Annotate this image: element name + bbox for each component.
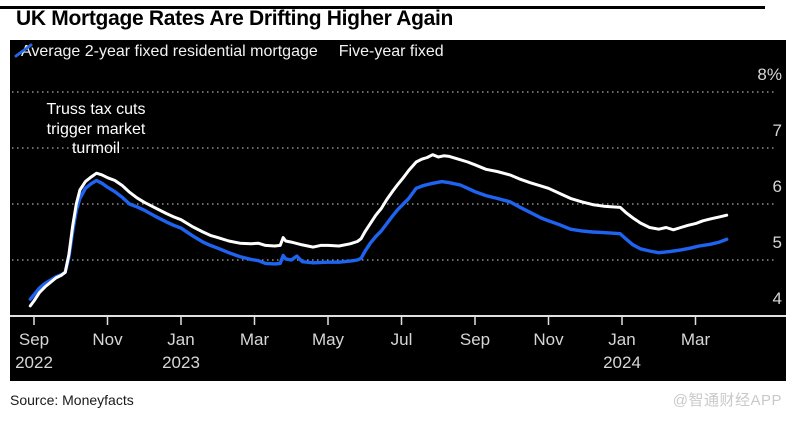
annotation-line-1: Truss tax cuts bbox=[46, 101, 146, 118]
legend-item-5yr: Five-year fixed bbox=[14, 43, 444, 61]
svg-text:6: 6 bbox=[773, 177, 782, 196]
svg-text:Mar: Mar bbox=[681, 330, 711, 349]
svg-text:2023: 2023 bbox=[162, 353, 200, 372]
svg-text:Nov: Nov bbox=[92, 330, 123, 349]
annotation-line-2: trigger market bbox=[46, 120, 146, 138]
chart-panel: Average 2-year fixed residential mortgag… bbox=[10, 40, 786, 381]
svg-text:Jan: Jan bbox=[167, 330, 194, 349]
svg-text:Sep: Sep bbox=[19, 330, 49, 349]
top-rule bbox=[0, 6, 765, 9]
legend-item-2yr: Average 2-year fixed residential mortgag… bbox=[14, 43, 318, 61]
svg-text:8%: 8% bbox=[757, 65, 782, 84]
svg-text:Jul: Jul bbox=[391, 330, 413, 349]
svg-text:Jan: Jan bbox=[608, 330, 635, 349]
blue-line-sample-icon bbox=[14, 43, 33, 58]
chart-legend: Average 2-year fixed residential mortgag… bbox=[14, 43, 444, 61]
truss-annotation: Truss tax cuts trigger market turmoil bbox=[30, 100, 162, 159]
legend-label-2yr: Average 2-year fixed residential mortgag… bbox=[21, 43, 318, 60]
source-credit: Source: Moneyfacts bbox=[10, 392, 134, 408]
legend-label-5yr: Five-year fixed bbox=[338, 43, 444, 60]
svg-text:Nov: Nov bbox=[533, 330, 564, 349]
svg-text:5: 5 bbox=[773, 233, 782, 252]
page-title: UK Mortgage Rates Are Drifting Higher Ag… bbox=[16, 7, 454, 30]
svg-text:Mar: Mar bbox=[240, 330, 270, 349]
svg-text:May: May bbox=[312, 330, 345, 349]
svg-text:4: 4 bbox=[773, 289, 782, 308]
svg-text:2024: 2024 bbox=[603, 353, 641, 372]
footer-row: Source: Moneyfacts @智通财经APP bbox=[10, 389, 782, 410]
chart-svg: 8% 7 6 5 4 Sep 2022 Nov Jan 2023 Mar May Jul Sep Nov Ja… bbox=[10, 65, 786, 372]
watermark: @智通财经APP bbox=[672, 392, 782, 409]
svg-text:7: 7 bbox=[773, 121, 782, 140]
annotation-line-3: turmoil bbox=[71, 140, 120, 157]
svg-text:Sep: Sep bbox=[460, 330, 490, 349]
svg-text:2022: 2022 bbox=[15, 353, 53, 372]
